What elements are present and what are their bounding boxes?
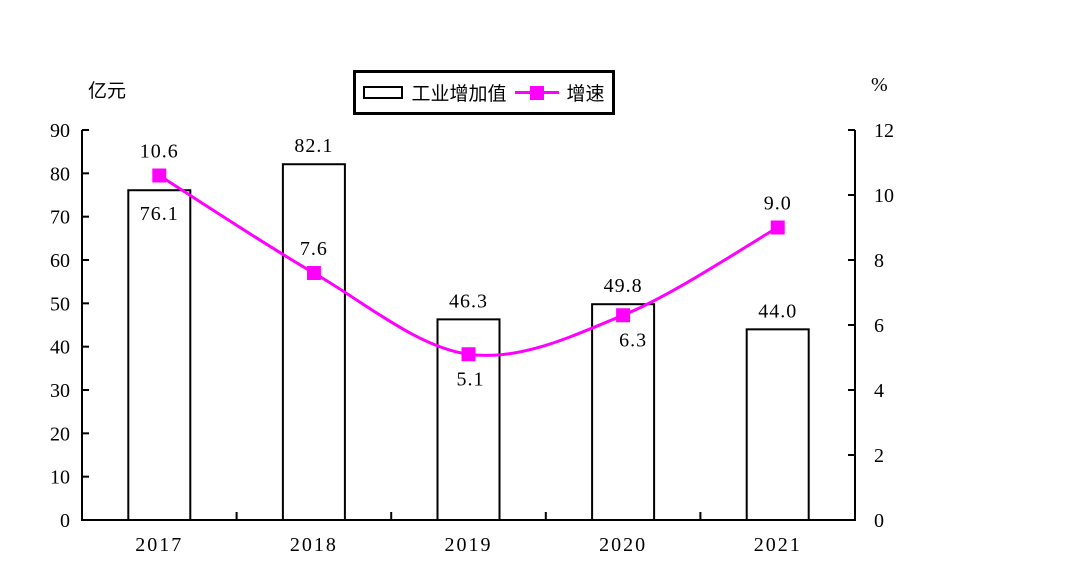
bar	[745, 328, 810, 522]
x-axis-category-label: 2020	[599, 534, 647, 556]
right-axis-tick-label: 0	[874, 510, 884, 532]
bar-series-swatch-icon	[363, 86, 404, 99]
right-axis-tick-label: 4	[874, 380, 884, 402]
left-axis-tick-label: 70	[50, 207, 70, 229]
legend-label-line-series: 增速	[566, 84, 605, 105]
line-value-label: 9.0	[764, 193, 792, 215]
right-axis-unit-label: %	[871, 74, 888, 96]
left-axis-tick-label: 10	[50, 467, 70, 489]
left-axis-tick-label: 60	[50, 250, 70, 272]
left-axis-tick-label: 20	[50, 423, 70, 445]
left-axis-tick-label: 40	[50, 337, 70, 359]
line-marker	[152, 168, 167, 183]
line-marker	[770, 220, 785, 235]
x-axis-category-label: 2018	[290, 534, 338, 556]
bar	[127, 189, 192, 521]
line-marker	[306, 266, 321, 280]
bar	[281, 163, 346, 521]
bar-value-label: 46.3	[449, 290, 488, 312]
left-axis-tick-label: 90	[50, 120, 70, 142]
legend: 工业增加值 增速	[353, 70, 615, 115]
line-value-label: 6.3	[619, 329, 647, 351]
left-axis-unit-label: 亿元	[88, 81, 127, 102]
line-marker	[461, 347, 476, 362]
right-axis-tick-label: 2	[874, 445, 884, 467]
left-axis-tick-label: 80	[50, 163, 70, 185]
right-axis-tick-label: 12	[874, 120, 894, 142]
right-axis-tick-label: 10	[874, 185, 894, 207]
left-axis-tick-label: 0	[60, 510, 70, 532]
bar-value-label: 49.8	[604, 275, 643, 297]
line-value-label: 5.1	[457, 368, 485, 390]
line-series-swatch-icon	[514, 85, 559, 100]
bar-value-label: 82.1	[294, 135, 333, 157]
x-axis-category-label: 2019	[445, 534, 493, 556]
legend-label-bar-series: 工业增加值	[411, 84, 507, 105]
line-swatch-marker-icon	[529, 85, 544, 100]
left-axis-tick-label: 50	[50, 293, 70, 315]
bar	[591, 303, 656, 522]
right-axis-tick-label: 6	[874, 315, 884, 337]
right-axis-tick-label: 8	[874, 250, 884, 272]
line-marker	[616, 308, 631, 323]
line-value-label: 7.6	[300, 238, 328, 260]
left-axis-tick-label: 30	[50, 380, 70, 402]
bar-value-label: 44.0	[758, 300, 797, 322]
x-axis-category-label: 2021	[754, 534, 802, 556]
line-value-label: 10.6	[140, 141, 179, 163]
x-axis-category-label: 2017	[135, 534, 183, 556]
bar-value-label: 76.1	[140, 203, 179, 225]
